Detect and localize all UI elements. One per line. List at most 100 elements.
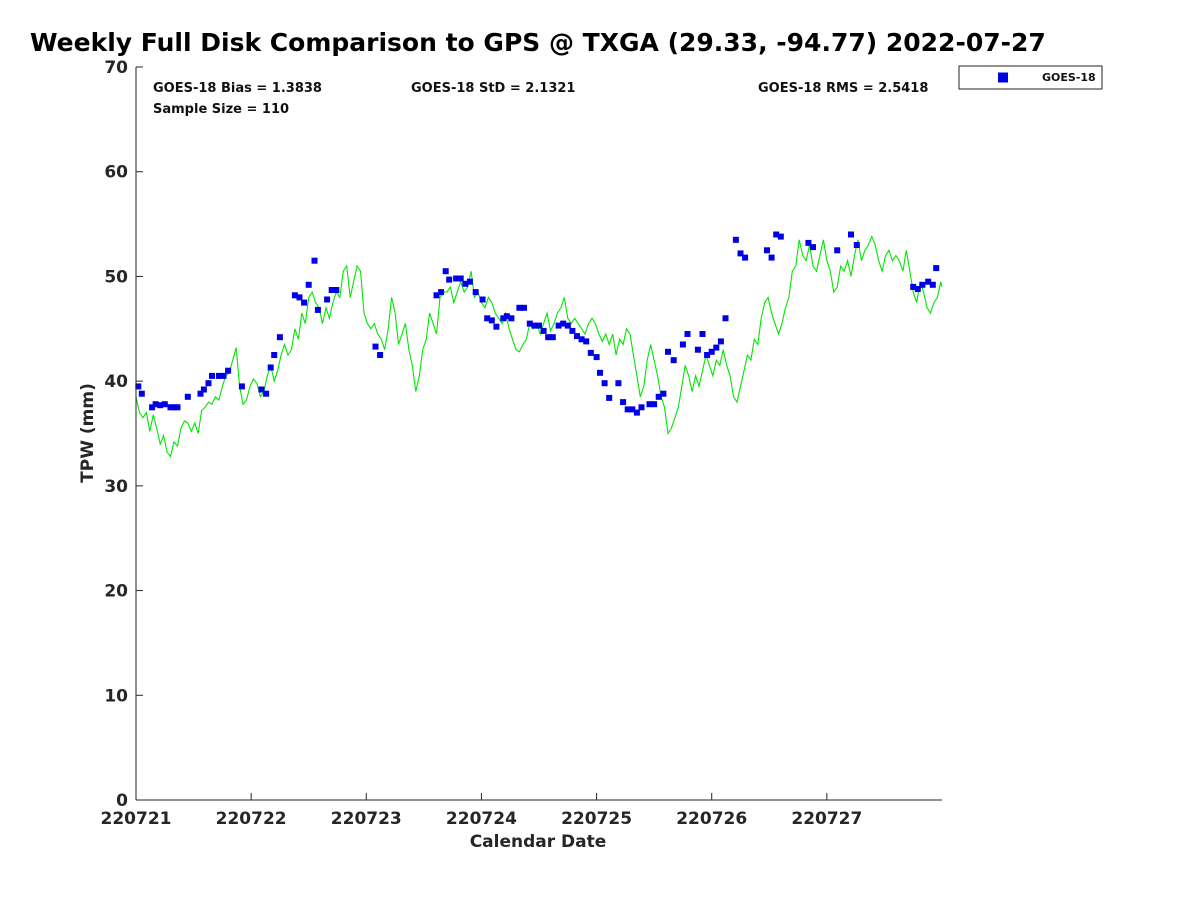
data-point-marker (536, 322, 542, 329)
data-point-marker (433, 292, 440, 299)
data-point-marker (508, 315, 515, 322)
data-point-marker (655, 393, 662, 400)
data-point-marker (834, 247, 841, 254)
data-point-marker (679, 341, 686, 348)
y-axis-label: TPW (mm) (78, 383, 98, 483)
data-point-marker (919, 281, 926, 288)
data-point-marker (717, 338, 724, 345)
data-point-marker (466, 278, 473, 285)
data-point-marker (333, 287, 340, 293)
data-point-marker (646, 401, 653, 408)
data-point-marker (704, 352, 711, 358)
data-point-marker (291, 292, 298, 299)
data-point-marker (601, 380, 608, 387)
data-point-marker (484, 315, 491, 322)
legend-box (958, 65, 1103, 90)
data-point-marker (569, 327, 576, 334)
data-point-marker (777, 233, 784, 240)
data-point-marker (810, 244, 816, 251)
data-point-marker (305, 281, 312, 288)
x-tick-label: 220725 (561, 809, 632, 829)
data-point-marker (472, 289, 479, 296)
y-ticks: 0 10 20 30 40 50 60 70 (104, 58, 143, 811)
x-tick-label: 220724 (446, 809, 517, 829)
data-point-marker (209, 372, 215, 379)
y-tick-label: 10 (104, 686, 128, 706)
data-point-marker (311, 257, 318, 264)
data-point-marker (722, 315, 729, 322)
data-point-marker (377, 352, 384, 358)
data-point-marker (171, 404, 177, 411)
data-point-marker (500, 315, 507, 322)
data-point-marker (438, 289, 445, 296)
bias-stat: GOES-18 Bias = 1.3838 (153, 81, 322, 96)
data-point-marker (583, 338, 590, 345)
data-point-marker (540, 327, 547, 334)
data-point-marker (768, 254, 775, 261)
legend-label-goes-18: GOES-18 (1042, 71, 1096, 84)
x-tick-label: 220723 (331, 809, 402, 829)
data-point-marker (296, 294, 303, 301)
data-point-marker (442, 268, 449, 275)
data-point-marker (225, 367, 232, 374)
data-point-marker (620, 399, 627, 406)
data-point-marker (910, 283, 917, 290)
goes-18-marker-series (135, 231, 940, 416)
data-point-marker (549, 334, 556, 341)
data-point-marker (742, 254, 749, 261)
y-tick-label: 70 (104, 58, 128, 78)
x-tick-label: 220721 (101, 809, 172, 829)
data-point-marker (314, 306, 321, 313)
data-point-marker (152, 401, 159, 408)
data-point-marker (670, 357, 677, 364)
y-tick-label: 30 (104, 477, 128, 497)
legend: GOES-18 (958, 65, 1103, 90)
data-point-marker (629, 406, 636, 413)
data-point-marker (446, 276, 453, 283)
data-point-marker (157, 402, 164, 409)
data-point-marker (564, 322, 571, 329)
data-point-marker (167, 404, 174, 411)
data-point-marker (773, 231, 780, 238)
y-tick-label: 20 (104, 582, 128, 602)
chart-title: Weekly Full Disk Comparison to GPS @ TXG… (30, 28, 1046, 57)
x-tick-label: 220727 (791, 809, 862, 829)
data-point-marker (205, 380, 212, 387)
data-point-marker (462, 280, 469, 287)
data-point-marker (853, 242, 860, 248)
data-point-marker (258, 386, 265, 393)
data-point-marker (694, 346, 701, 353)
data-point-marker (372, 343, 379, 350)
data-point-marker (267, 364, 274, 371)
data-point-marker (503, 313, 510, 320)
data-point-marker (606, 394, 613, 401)
data-point-marker (521, 304, 527, 311)
data-point-marker (593, 354, 600, 361)
data-point-marker (933, 265, 940, 272)
data-point-marker (453, 275, 460, 282)
y-tick-label: 0 (116, 791, 128, 811)
rms-stat: GOES-18 RMS = 2.5418 (758, 81, 928, 96)
data-point-marker (638, 404, 645, 411)
data-point-marker (805, 239, 812, 246)
data-point-marker (493, 323, 500, 330)
data-point-marker (651, 401, 658, 408)
std-stat: GOES-18 StD = 2.1321 (411, 81, 575, 96)
x-tick-label: 220726 (676, 809, 747, 829)
data-point-marker (574, 333, 580, 340)
data-point-marker (764, 247, 770, 254)
data-point-marker (197, 390, 204, 397)
axes (135, 67, 942, 801)
data-point-marker (215, 372, 222, 379)
data-point-marker (699, 331, 706, 337)
data-point-marker (560, 320, 567, 327)
series-layer (135, 231, 943, 458)
data-point-marker (135, 383, 142, 390)
data-point-marker (624, 406, 631, 413)
data-point-marker (174, 404, 181, 411)
x-tick-label: 220722 (216, 809, 287, 829)
y-tick-label: 60 (104, 163, 128, 183)
data-point-marker (615, 380, 622, 387)
data-point-marker (301, 299, 308, 306)
data-point-marker (238, 383, 245, 390)
